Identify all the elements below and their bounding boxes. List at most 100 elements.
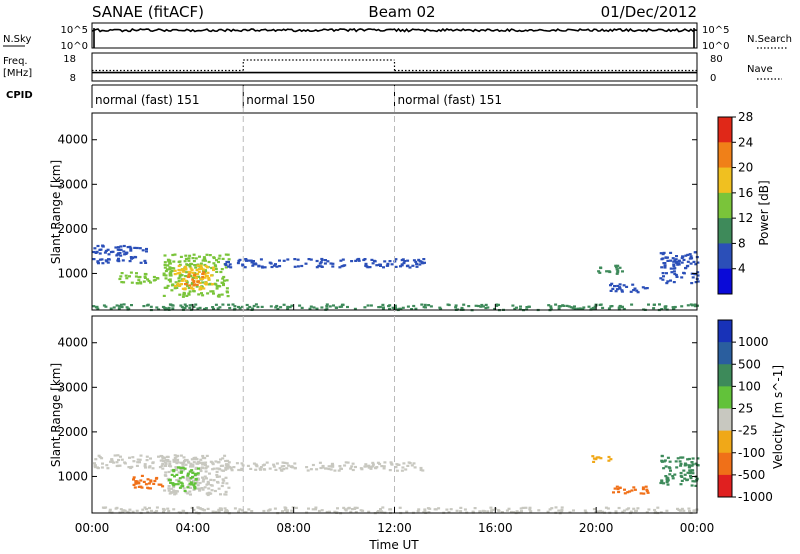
data-cell bbox=[320, 258, 324, 261]
data-cell bbox=[507, 507, 511, 510]
data-cell bbox=[131, 456, 135, 459]
data-cell bbox=[213, 282, 217, 285]
data-cell bbox=[398, 506, 402, 509]
data-cell bbox=[199, 277, 203, 281]
data-cell bbox=[150, 509, 153, 512]
data-cell bbox=[693, 509, 697, 512]
data-cell bbox=[645, 488, 649, 491]
data-cell bbox=[225, 260, 229, 264]
colorbar-tick-label: 28 bbox=[738, 110, 753, 124]
power-patches bbox=[92, 244, 700, 312]
data-cell bbox=[187, 484, 191, 487]
data-cell bbox=[390, 462, 394, 465]
nave-tick-high: 80 bbox=[710, 54, 723, 65]
data-cell bbox=[418, 260, 422, 263]
data-cell bbox=[520, 510, 523, 513]
data-cell bbox=[486, 510, 490, 513]
data-cell bbox=[204, 463, 207, 467]
data-cell bbox=[239, 468, 243, 472]
data-cell bbox=[672, 260, 676, 263]
data-cell bbox=[201, 456, 205, 459]
data-cell bbox=[690, 282, 694, 285]
data-cell bbox=[616, 488, 620, 491]
data-cell bbox=[117, 307, 121, 310]
data-cell bbox=[189, 464, 193, 467]
data-cell bbox=[112, 461, 116, 464]
data-cell bbox=[518, 308, 522, 311]
data-cell bbox=[199, 286, 203, 289]
data-cell bbox=[256, 305, 260, 309]
data-cell bbox=[627, 507, 631, 510]
freq-trace bbox=[92, 59, 697, 74]
data-cell bbox=[626, 491, 630, 494]
colorbar-swatch bbox=[718, 243, 732, 270]
data-cell bbox=[296, 258, 300, 261]
data-cell bbox=[178, 477, 182, 480]
data-cell bbox=[200, 287, 203, 290]
data-cell bbox=[212, 262, 216, 265]
data-cell bbox=[168, 463, 172, 466]
data-cell bbox=[679, 462, 683, 465]
power-colorbar-label: Power [dB] bbox=[757, 180, 771, 245]
data-cell bbox=[214, 460, 218, 463]
data-cell bbox=[182, 456, 186, 459]
data-cell bbox=[612, 491, 615, 494]
data-cell bbox=[101, 462, 104, 465]
data-cell bbox=[674, 460, 678, 463]
data-cell bbox=[172, 260, 176, 263]
data-cell bbox=[242, 511, 246, 514]
data-cell bbox=[111, 250, 115, 253]
data-cell bbox=[231, 303, 235, 306]
data-cell bbox=[194, 456, 198, 459]
data-cell bbox=[371, 463, 375, 466]
data-cell bbox=[265, 461, 269, 464]
data-cell bbox=[164, 274, 168, 277]
data-cell bbox=[193, 272, 197, 275]
data-cell bbox=[181, 287, 185, 290]
data-cell bbox=[137, 485, 141, 488]
power-panel: 1000 2000 3000 4000 Slant Range [km] 4 8 12 16… bbox=[49, 110, 771, 312]
data-cell bbox=[179, 468, 183, 471]
data-cell bbox=[404, 468, 408, 471]
data-cell bbox=[677, 508, 681, 511]
data-cell bbox=[163, 261, 167, 264]
data-cell bbox=[184, 463, 188, 466]
data-cell bbox=[683, 477, 687, 480]
data-cell bbox=[120, 281, 124, 284]
data-cell bbox=[410, 464, 414, 467]
data-cell bbox=[576, 307, 580, 310]
data-cell bbox=[110, 458, 114, 461]
data-cell bbox=[512, 511, 516, 514]
data-cell bbox=[241, 464, 245, 467]
data-cell bbox=[394, 306, 398, 309]
data-cell bbox=[170, 289, 174, 292]
data-cell bbox=[623, 509, 626, 512]
data-cell bbox=[212, 268, 215, 272]
data-cell bbox=[327, 465, 331, 468]
freq-tick-high: 18 bbox=[63, 54, 76, 65]
data-cell bbox=[187, 292, 191, 295]
data-cell bbox=[183, 265, 187, 268]
data-cell bbox=[694, 263, 698, 266]
data-cell bbox=[408, 266, 412, 269]
data-cell bbox=[571, 307, 575, 310]
data-cell bbox=[168, 478, 172, 481]
data-cell bbox=[278, 259, 281, 262]
data-cell bbox=[489, 506, 493, 509]
data-cell bbox=[181, 295, 185, 298]
data-cell bbox=[354, 465, 357, 469]
data-cell bbox=[419, 466, 423, 470]
data-cell bbox=[196, 461, 200, 464]
data-cell bbox=[273, 507, 277, 510]
data-cell bbox=[237, 510, 241, 513]
data-cell bbox=[148, 506, 151, 510]
data-cell bbox=[198, 255, 201, 258]
data-cell bbox=[120, 458, 124, 461]
data-patch-8 bbox=[659, 251, 700, 285]
data-cell bbox=[621, 510, 625, 513]
x-tick-label: 20:00 bbox=[579, 521, 614, 535]
data-cell bbox=[268, 509, 272, 512]
data-cell bbox=[211, 468, 215, 471]
data-cell bbox=[529, 510, 533, 513]
data-cell bbox=[262, 509, 266, 513]
